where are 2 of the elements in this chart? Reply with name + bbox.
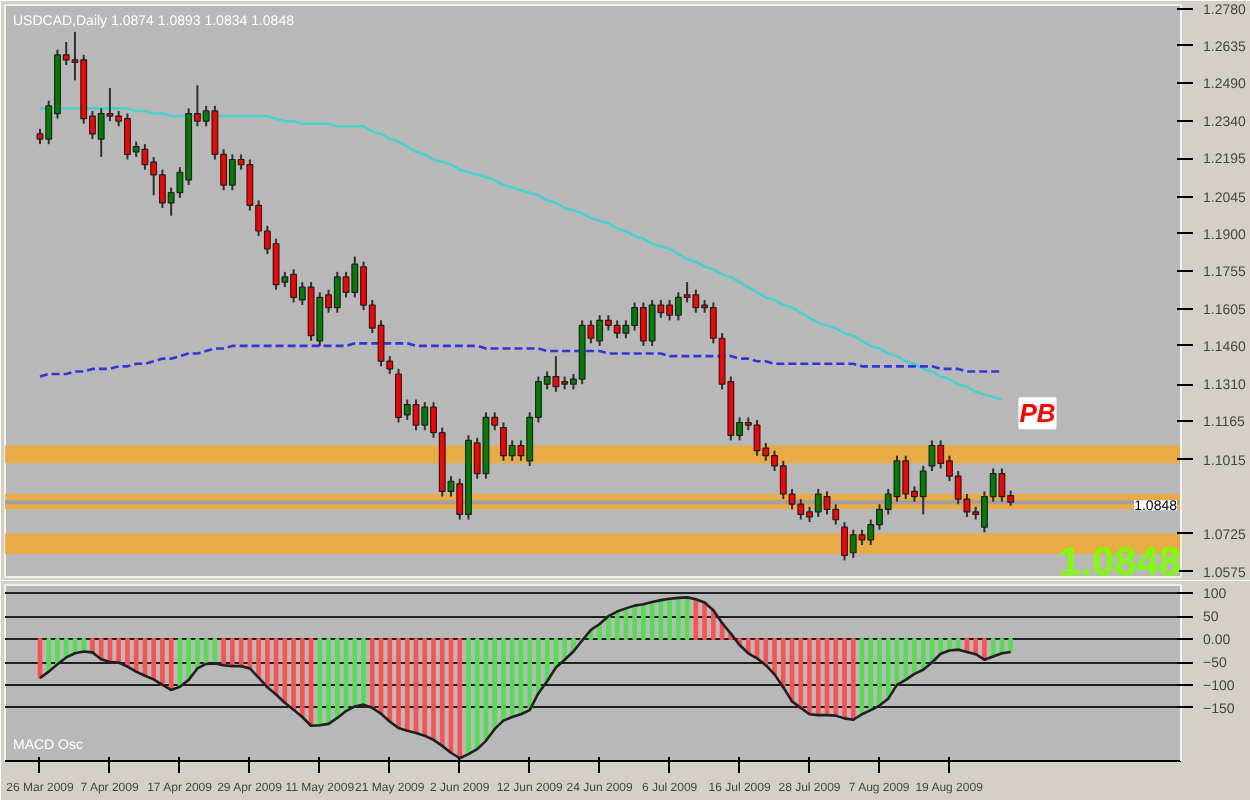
text: 1.0848	[1058, 540, 1181, 585]
text: PB	[1019, 398, 1056, 429]
